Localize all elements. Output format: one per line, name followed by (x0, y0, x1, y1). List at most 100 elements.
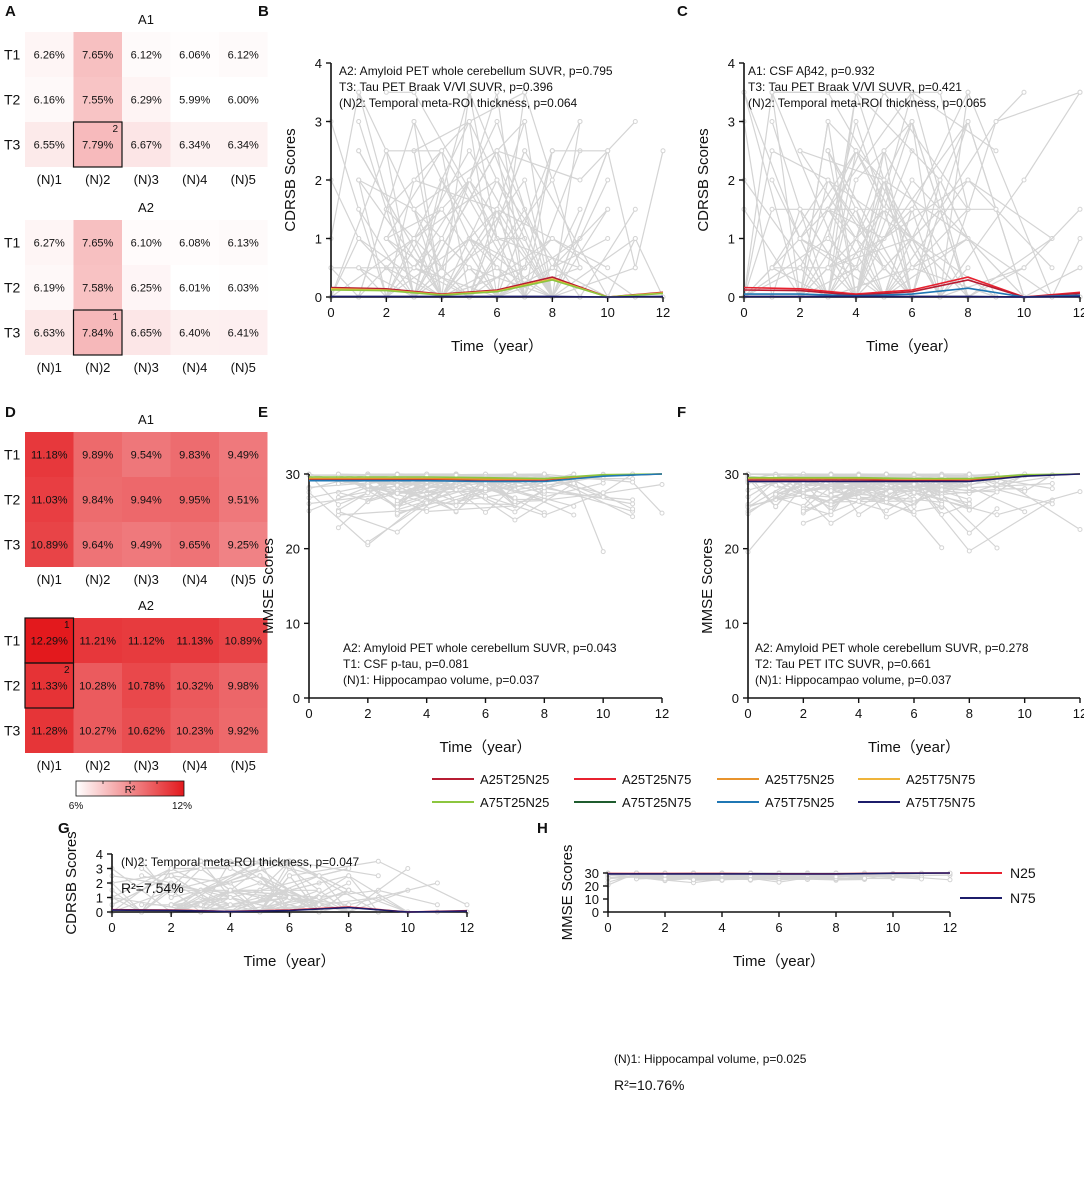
trajectory-point (828, 502, 834, 508)
trajectory-point (394, 472, 400, 477)
trajectory-line (747, 475, 943, 549)
trajectory-point (522, 177, 528, 183)
x-axis-label: Time（year） (244, 953, 336, 970)
y-tick-label: 4 (315, 56, 322, 71)
trajectory-point (411, 265, 417, 271)
cell-value: 10.32% (176, 681, 214, 693)
legend-label: A75T75N25 (765, 795, 834, 810)
trajectory-point (632, 265, 638, 271)
trajectory-point (394, 498, 400, 504)
trajectory-point (346, 873, 352, 879)
heatmap-cell (73, 77, 122, 122)
heatmap-cell (122, 122, 171, 167)
cell-value: 6.01% (179, 283, 210, 295)
cell-value: 6.08% (179, 238, 210, 250)
cell-value: 7.65% (82, 50, 113, 62)
x-tick-label: 2 (364, 706, 371, 721)
series-line-a75t75n75 (744, 295, 1081, 298)
trajectory-point (909, 119, 915, 124)
trajectory-line (772, 91, 969, 210)
trajectory-point (828, 488, 834, 494)
y-tick-label: 10 (286, 616, 300, 631)
trajectory-point (660, 148, 666, 154)
trajectory-point (494, 177, 500, 183)
trajectory-point (316, 902, 322, 908)
trajectory-point (316, 895, 322, 900)
trajectory-point (411, 89, 417, 95)
heatmap-cell (122, 77, 171, 122)
trajectory-point (773, 504, 779, 509)
annotation: A1: CSF Aβ42, p=0.932 (748, 64, 875, 78)
trajectory-point (825, 148, 831, 154)
heatmap-cell (25, 122, 74, 167)
trajectory-point (483, 493, 488, 499)
heatmap-cell (219, 265, 268, 310)
y-axis-label: MMSE Scores (559, 845, 576, 941)
row-label: T2 (4, 678, 21, 694)
legend-label: A25T25N25 (480, 772, 549, 787)
trajectory-point (965, 119, 971, 124)
trajectory-point (911, 490, 917, 495)
cell-value: 10.27% (79, 726, 117, 738)
x-tick-label: 6 (910, 706, 917, 721)
cell-value: 11.13% (177, 636, 214, 648)
trajectory-point (853, 119, 859, 124)
trajectory-point (383, 236, 389, 241)
x-tick-label: 8 (966, 706, 973, 721)
trajectory-point (335, 502, 341, 508)
heatmap-cell (73, 432, 122, 477)
trajectory-point (797, 206, 803, 212)
trajectory-point (287, 873, 292, 879)
trajectory-line (802, 473, 1026, 525)
trajectory-point (356, 206, 362, 212)
cell-value: 7.84% (82, 328, 113, 340)
panel-letter-d: D (5, 404, 16, 421)
subject-trajectories (741, 89, 1083, 300)
heatmap-cell (25, 310, 74, 355)
cell-value: 6.67% (131, 140, 162, 152)
heatmap-cell (73, 220, 122, 265)
trajectory-point (439, 236, 445, 241)
heatmap-cell (122, 432, 171, 477)
x-tick-label: 10 (1017, 305, 1031, 320)
x-tick-label: 6 (775, 920, 782, 935)
cell-value: 6.13% (228, 238, 259, 250)
col-label: (N)2 (85, 360, 110, 375)
legend-label: A75T25N25 (480, 795, 549, 810)
trajectory-line (799, 120, 997, 298)
col-label: (N)2 (85, 758, 110, 773)
trajectory-point (1077, 236, 1083, 241)
y-tick-label: 0 (728, 290, 735, 305)
trajectory-point (1077, 206, 1083, 212)
y-tick-label: 20 (585, 879, 599, 894)
trajectory-point (356, 148, 362, 154)
trajectory-line (413, 120, 553, 298)
col-label: (N)2 (85, 172, 110, 187)
trajectory-point (168, 866, 174, 871)
trajectory-point (424, 509, 430, 514)
highlight-box (72, 309, 123, 356)
trajectory-point (605, 236, 611, 241)
heatmap-cell (25, 618, 74, 663)
panel-letter-e: E (258, 404, 268, 421)
y-axis-label: MMSE Scores (699, 538, 716, 634)
heatmap-cell (73, 618, 122, 663)
heatmap-cell (170, 220, 219, 265)
heatmap-cell (25, 522, 74, 567)
trajectory-point (335, 525, 341, 531)
trajectory-point (356, 119, 362, 124)
y-tick-label: 20 (286, 542, 300, 557)
series-line-a75t75n75 (748, 473, 1081, 483)
heatmap-cell (25, 265, 74, 310)
x-tick-label: 8 (832, 920, 839, 935)
trajectory-point (394, 529, 400, 535)
trajectory-point (346, 866, 352, 871)
col-label: (N)4 (182, 360, 207, 375)
x-tick-label: 4 (718, 920, 725, 935)
x-tick-label: 12 (460, 920, 474, 935)
trajectory-point (1049, 265, 1055, 271)
x-tick-label: 0 (604, 920, 611, 935)
trajectory-point (605, 265, 611, 271)
trajectory-point (947, 877, 953, 883)
